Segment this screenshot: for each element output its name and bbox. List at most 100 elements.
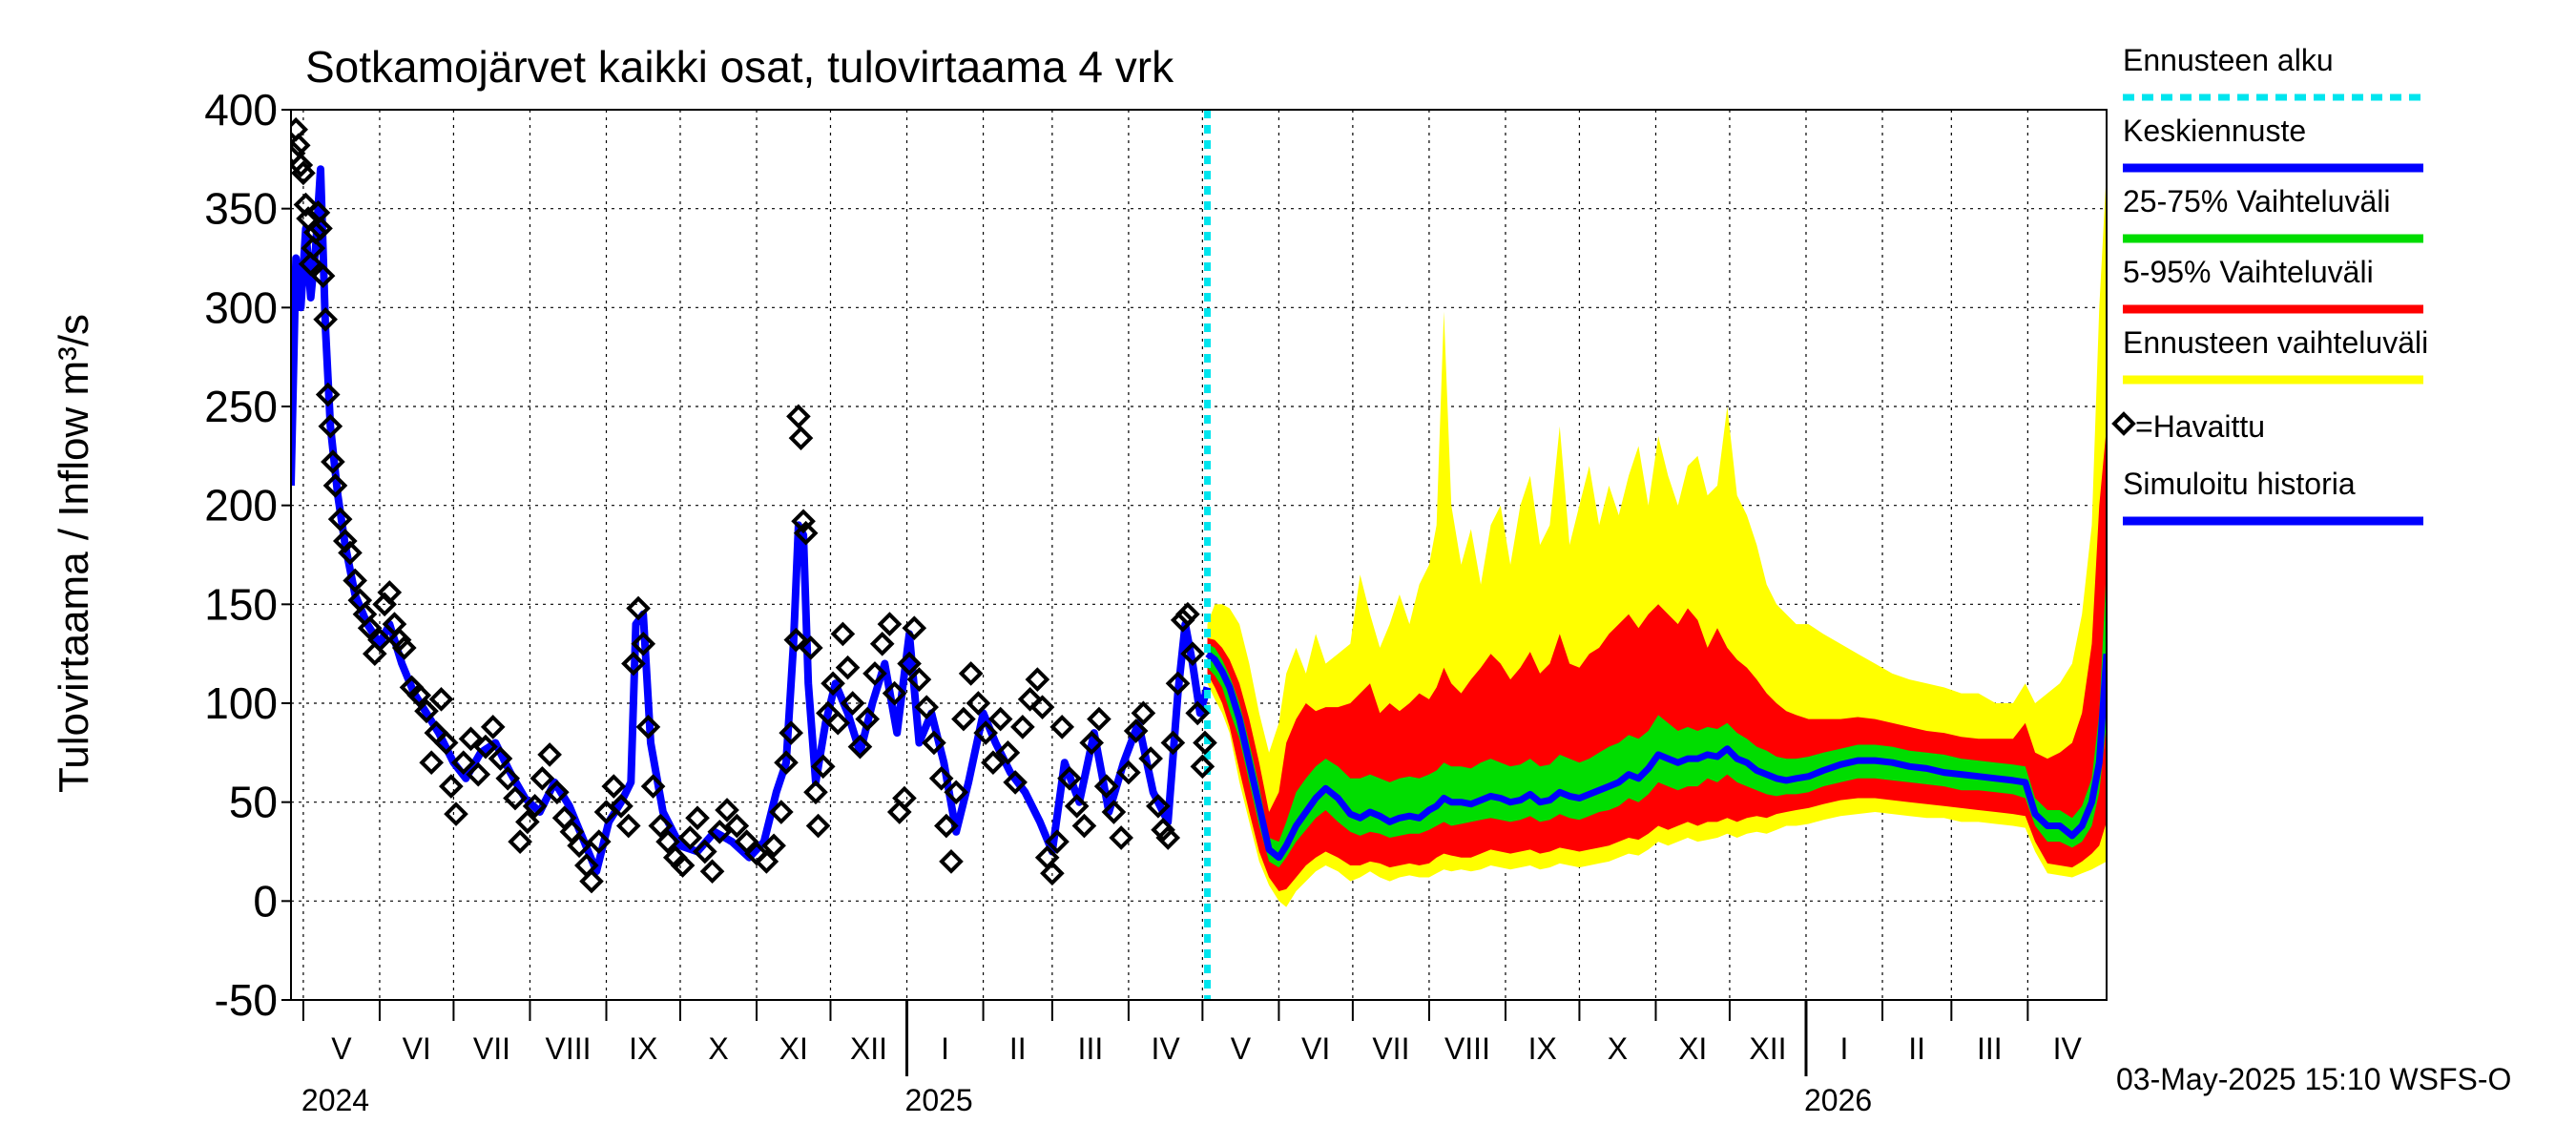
x-month-label: VIII [1444,1031,1490,1066]
chart-title: Sotkamojärvet kaikki osat, tulovirtaama … [305,42,1174,92]
observed-point [1057,765,1082,791]
observed-point [692,839,717,864]
observed-point [473,734,498,760]
observed-point [715,798,739,822]
x-month-label: XII [1749,1031,1786,1066]
observed-point [1087,706,1111,732]
y-tick-label: 350 [204,184,278,234]
observed-point [1045,829,1070,854]
observed-point [1071,813,1097,839]
observed-point [779,720,803,745]
observed-point [882,680,907,706]
x-month-label: III [1078,1031,1104,1066]
observed-point [1123,718,1149,743]
observed-point [1049,715,1075,739]
observed-point [1109,825,1133,850]
observed-point [761,833,786,859]
x-month-label: X [1608,1031,1628,1066]
observed-point [615,813,641,839]
observed-point [515,809,540,835]
observed-point [670,853,696,878]
observed-point [530,765,555,791]
observed-point [1146,793,1171,819]
observed-point [315,382,341,407]
observed-point [783,627,809,653]
observed-point [892,785,917,811]
observed-point [439,774,464,799]
observed-point [1190,754,1215,780]
observed-point [973,720,998,745]
observed-point [313,306,338,332]
observed-point [322,473,348,498]
observed-point [1138,746,1163,771]
observed-point [626,595,651,621]
observed-point [724,813,750,839]
observed-point [609,793,634,819]
observed-point [291,153,314,177]
observed-point [621,651,646,677]
observed-point [939,849,964,874]
observed-point [685,805,710,831]
observed-point [840,691,865,716]
observed-point [928,765,954,791]
observed-point [934,813,959,839]
observed-point [1151,817,1175,843]
observed-point [327,507,353,532]
observed-point [648,813,674,839]
observed-point [291,160,316,186]
observed-point [338,540,363,566]
x-month-label: V [331,1031,352,1066]
y-tick-label: 100 [204,678,278,728]
observed-point [537,742,562,767]
x-month-label: IX [629,1031,657,1066]
legend-label: 25-75% Vaihteluväli [2123,184,2390,219]
x-year-label: 2026 [1804,1083,1872,1117]
observed-point [810,754,836,780]
observed-point [869,631,895,656]
observed-point [386,627,412,653]
x-year-label: 2025 [905,1083,973,1117]
observed-point [966,691,991,716]
x-month-label: V [1231,1031,1252,1066]
observed-point [391,635,417,660]
observed-point [1040,861,1065,886]
observed-point [291,133,311,158]
observed-point [1064,793,1090,819]
x-month-label: IX [1528,1031,1557,1066]
observed-point [579,868,604,894]
legend-diamond-icon [2111,411,2136,436]
observed-point [508,829,532,854]
legend-label: 5-95% Vaihteluväli [2123,255,2374,289]
observed-point [298,251,323,277]
x-month-label: I [941,1031,949,1066]
observed-point [906,667,932,692]
observed-point [450,750,476,776]
observed-point [803,780,828,805]
x-year-label: 2024 [301,1083,369,1117]
observed-point [367,627,392,653]
x-month-label: II [1009,1031,1027,1066]
observed-point [1029,695,1055,719]
observed-point [586,829,612,854]
observed-point [308,216,333,241]
observed-point [902,615,927,641]
observed-point [1017,687,1043,712]
observed-point [1079,730,1105,756]
y-tick-label: 0 [253,876,278,926]
observed-point [343,568,367,593]
observed-point [495,765,521,791]
y-axis-label: Tulovirtaama / Inflow m³/s [51,314,97,793]
x-month-label: IV [2053,1031,2083,1066]
observed-point [951,706,976,732]
observed-point [798,635,823,660]
observed-point [981,750,1006,776]
observed-point [862,661,887,686]
observed-point [433,730,459,756]
observed-point [310,263,336,288]
y-tick-label: 400 [204,85,278,135]
legend-label: =Havaittu [2135,409,2265,444]
observed-point [855,706,881,732]
observed-point [1175,601,1200,627]
